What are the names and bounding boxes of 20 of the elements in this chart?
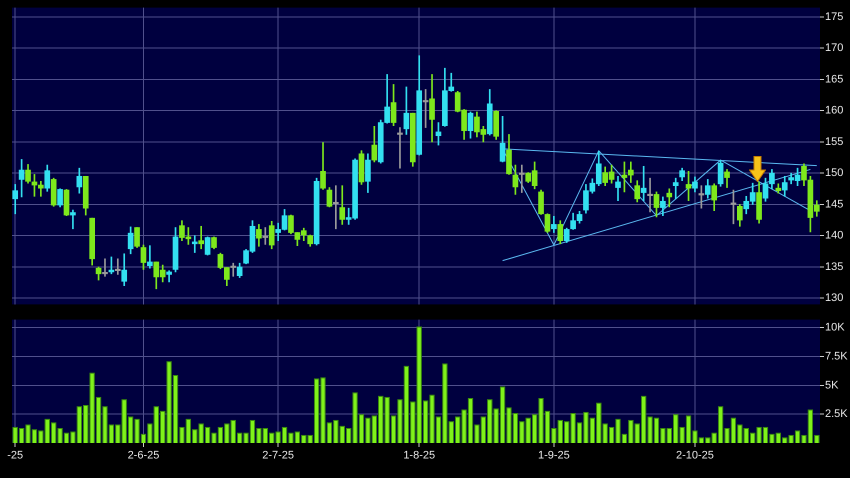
y-tick-label: 140	[825, 230, 844, 242]
y-tick-label: 5K	[825, 379, 840, 392]
y-tick-label: 2.5K	[825, 408, 848, 420]
y-tick-label: 160	[825, 104, 844, 117]
y-tick-label: 135	[825, 260, 844, 273]
x-tick-label: 2-7-25	[262, 450, 294, 462]
x-tick-label: 1-8-25	[403, 450, 436, 462]
y-tick-label: 7.5K	[825, 350, 848, 363]
y-tick-label: 170	[825, 42, 844, 54]
x-tick-label: 1-9-25	[538, 450, 570, 462]
x-tick-label: -25	[7, 450, 24, 462]
y-tick-label: 165	[825, 73, 844, 86]
x-tick-label: 2-6-25	[128, 450, 160, 462]
x-tick-label: 2-10-25	[676, 450, 714, 462]
y-tick-label: 10K	[825, 322, 846, 334]
y-tick-label: 175	[825, 11, 844, 24]
y-tick-label: 155	[825, 136, 844, 148]
y-tick-label: 145	[825, 198, 844, 210]
y-tick-label: 150	[825, 167, 844, 180]
y-tick-label: 130	[825, 292, 844, 304]
